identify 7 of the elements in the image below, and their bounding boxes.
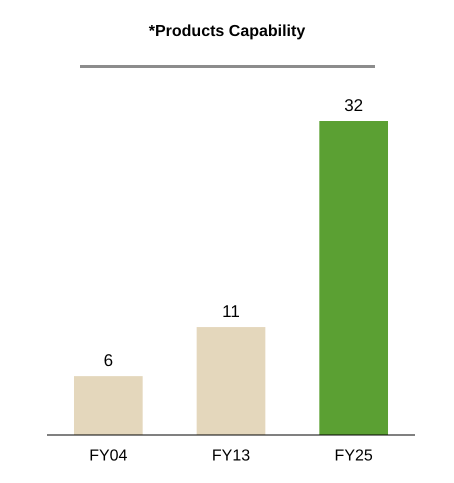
x-tick-label: FY25 [334, 447, 373, 464]
data-label: 6 [104, 351, 114, 370]
x-tick-label: FY13 [212, 447, 250, 464]
data-label: 32 [344, 96, 364, 115]
x-tick-label: FY04 [89, 447, 128, 464]
data-label: 11 [222, 302, 240, 322]
chart-title: *Products Capability [148, 23, 306, 40]
